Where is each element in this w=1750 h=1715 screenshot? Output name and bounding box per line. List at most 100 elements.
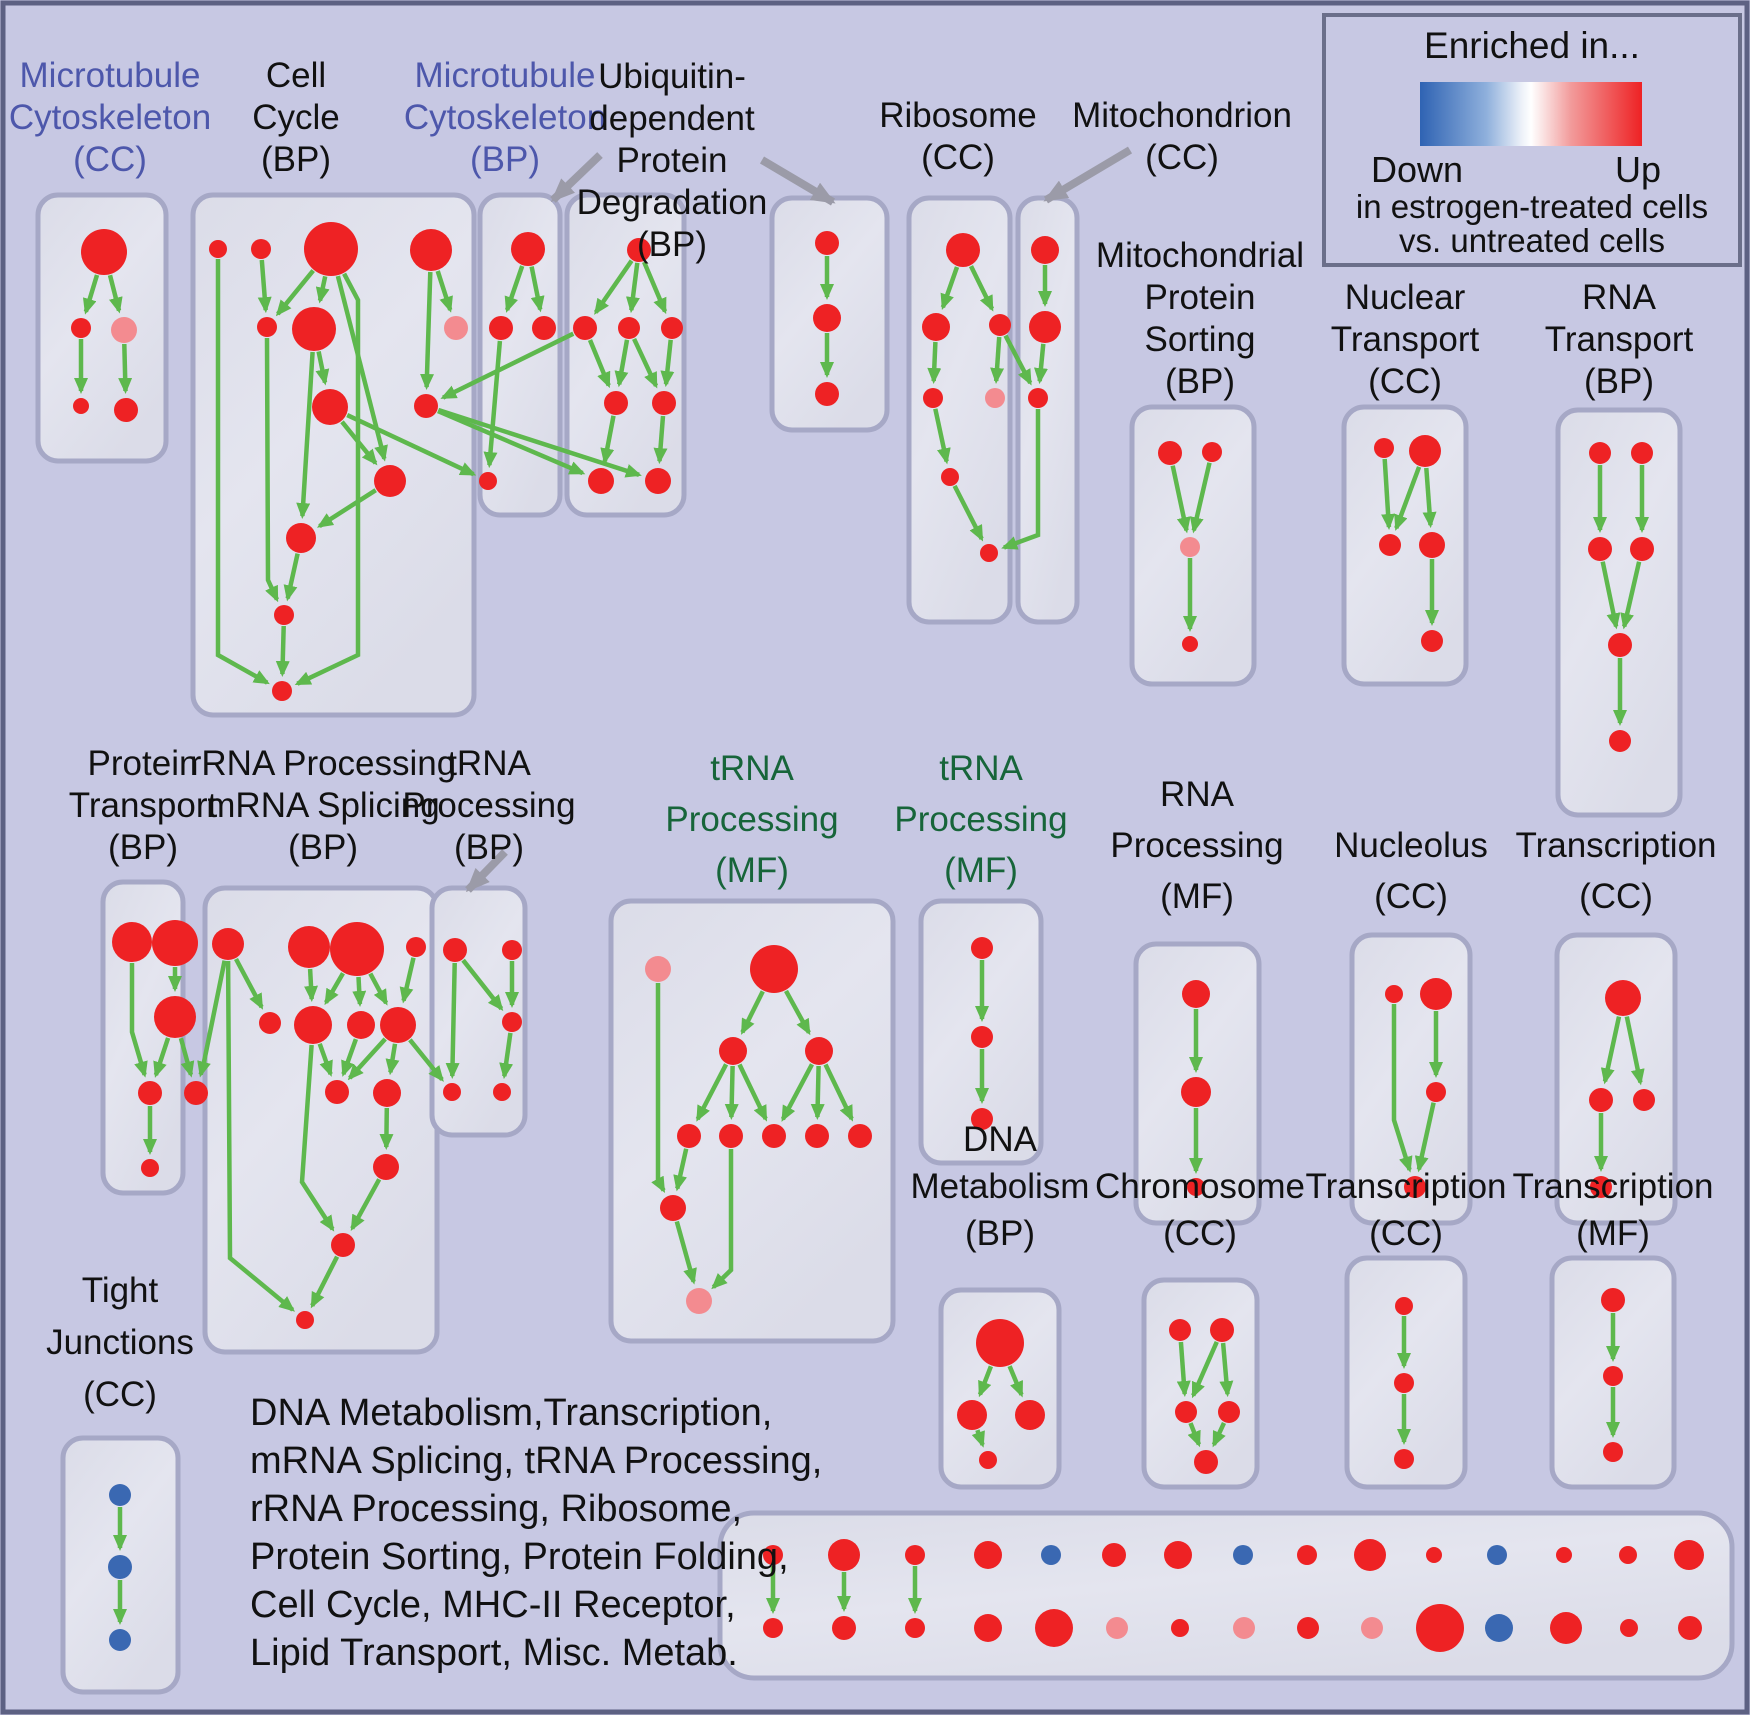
node-r7: [347, 1011, 375, 1039]
node-y1: [1601, 1288, 1625, 1312]
node-g3: [719, 1037, 747, 1065]
node-p3: [1180, 537, 1200, 557]
node-M9: [1297, 1617, 1319, 1639]
edge-n3b-n3d: [483, 340, 503, 469]
edge-r8-r9: [347, 1037, 387, 1081]
label-rna-processing-mf-line-3: (MF): [1160, 877, 1234, 916]
label-dna-metabolism-line-2: Metabolism: [911, 1167, 1090, 1206]
node-s2: [1631, 442, 1653, 464]
edge-r6-r9: [317, 1043, 333, 1077]
node-w1: [1031, 236, 1059, 264]
edge-cc4-cc9: [420, 271, 435, 390]
node-M14: [1620, 1619, 1638, 1637]
node-v1: [815, 231, 839, 255]
label-rna-transport-line-2: Transport: [1545, 320, 1694, 359]
node-k1: [1605, 980, 1641, 1016]
edge-p1-p3: [1170, 465, 1191, 534]
node-m4: [73, 398, 89, 414]
node-L8: [1233, 1545, 1253, 1565]
label-microtubule-bp-line-3: (BP): [470, 140, 540, 179]
label-nuclear-transport-line-1: Nuclear: [1345, 278, 1466, 317]
node-M7: [1171, 1619, 1189, 1637]
edge-g3-g7: [737, 1063, 768, 1122]
node-q3: [1379, 534, 1401, 556]
node-r4: [406, 937, 426, 957]
label-ribosome-line-2: (CC): [921, 138, 995, 177]
label-mitochondrial-protein-sorting-line-4: (BP): [1165, 362, 1235, 401]
node-L6: [1102, 1543, 1126, 1567]
label-dna-metabolism-line-3: (BP): [965, 1214, 1035, 1253]
node-rb: [922, 313, 950, 341]
edge-cc3-cc5: [275, 269, 315, 317]
edge-m3-m5: [118, 343, 133, 394]
edge-cc8-n3d: [346, 413, 477, 477]
node-n3c: [532, 316, 556, 340]
node-rc: [989, 314, 1011, 336]
node-q5: [1421, 630, 1443, 652]
label-mitochondrial-protein-sorting-line-1: Mitochondrial: [1096, 236, 1304, 275]
node-L13: [1556, 1547, 1572, 1563]
node-d3: [1015, 1400, 1045, 1430]
category-list-line-3: rRNA Processing, Ribosome,: [250, 1488, 742, 1530]
node-t4: [443, 1083, 461, 1101]
node-g1: [645, 956, 671, 982]
edge-cc6-cc8: [315, 351, 330, 386]
box-transcription-cc-mid: [1554, 932, 1678, 1226]
label-microtubule-cc-line-3: (CC): [73, 140, 147, 179]
legend-sub2: vs. untreated cells: [1399, 222, 1665, 259]
label-mitochondrial-protein-sorting-line-2: Protein: [1145, 278, 1256, 317]
node-u5: [604, 391, 628, 415]
node-g4: [805, 1037, 833, 1065]
edge-cc8-cc10: [340, 420, 378, 466]
node-cc11: [286, 523, 316, 553]
edge-r3-r8: [368, 972, 389, 1006]
node-y3: [1603, 1442, 1623, 1462]
node-p2: [1202, 442, 1222, 462]
node-tj3: [109, 1629, 131, 1651]
node-g6: [719, 1124, 743, 1148]
node-m1: [81, 229, 127, 275]
label-trna-processing-mf-1-line-2: Processing: [665, 800, 838, 839]
edge-d1-d2: [977, 1365, 993, 1398]
edge-u4-u6: [660, 339, 675, 388]
node-tj1: [109, 1484, 131, 1506]
label-trna-processing-mf-2-line-1: tRNA: [939, 749, 1023, 788]
box-rna-transport: [1555, 407, 1683, 818]
node-s1: [1589, 442, 1611, 464]
node-w2: [1029, 311, 1061, 343]
node-M2: [832, 1616, 856, 1640]
box-misc-strip: [717, 1510, 1735, 1681]
node-r10: [373, 1079, 401, 1107]
label-protein-transport-line-1: Protein: [88, 744, 199, 783]
node-w3: [1028, 388, 1048, 408]
label-transcription-cc-bottom-line-2: (CC): [1369, 1214, 1443, 1253]
label-dna-metabolism-line-1: DNA: [963, 1120, 1038, 1159]
edge-c3-c5: [1187, 1422, 1201, 1448]
node-c2: [1210, 1318, 1234, 1342]
node-L9: [1297, 1545, 1317, 1565]
label-microtubule-bp-line-2: Cytoskeleton: [404, 98, 606, 137]
label-protein-transport-line-3: (BP): [108, 828, 178, 867]
node-cc8: [312, 389, 348, 425]
label-microtubule-bp-line-1: Microtubule: [415, 56, 596, 95]
node-k4: [1590, 1176, 1612, 1198]
label-mitochondrion: Mitochondrion(CC): [1072, 96, 1292, 177]
node-s4: [1630, 537, 1654, 561]
node-h2: [971, 1026, 993, 1048]
node-n3a: [511, 232, 545, 266]
edge-cc6-cc11: [296, 351, 315, 519]
edge-pt3-pt4: [153, 1037, 171, 1078]
node-g10: [660, 1195, 686, 1221]
node-M3: [905, 1618, 925, 1638]
legend-down-label: Down: [1371, 149, 1463, 190]
node-d4: [979, 1451, 997, 1469]
edge-r1-r13: [225, 960, 296, 1312]
node-g7: [762, 1124, 786, 1148]
edge-t3-t5: [499, 1032, 514, 1080]
label-tight-junctions-line-2: Junctions: [46, 1323, 194, 1362]
